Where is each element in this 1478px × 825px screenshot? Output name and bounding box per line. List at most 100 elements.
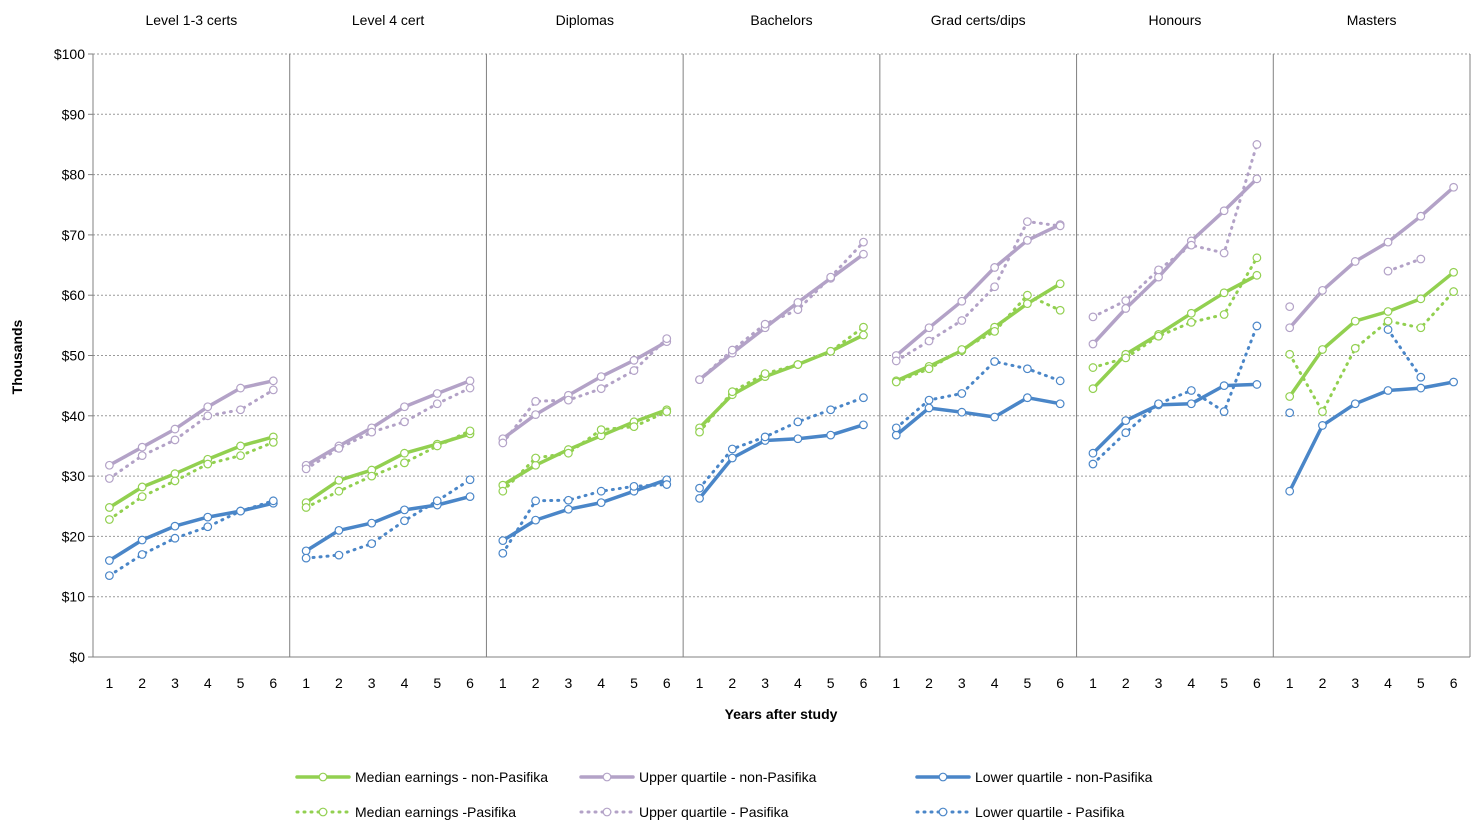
point-lower-quartile-pasifika bbox=[334, 550, 344, 560]
point-upper-quartile-non-pasifika bbox=[596, 372, 606, 382]
point-upper-quartile-pasifika bbox=[170, 435, 180, 445]
point-median-pasifika bbox=[891, 377, 901, 387]
panel: Grad certs/dips 1 2 3 4 5 6 bbox=[891, 12, 1065, 691]
x-tick-label: 3 bbox=[761, 675, 769, 691]
point-upper-quartile-pasifika bbox=[137, 451, 147, 460]
x-tick-label: 3 bbox=[1155, 675, 1163, 691]
point-median-pasifika bbox=[1154, 331, 1163, 341]
x-tick-label: 2 bbox=[1319, 675, 1327, 691]
panel: Bachelors 1 2 3 4 5 6 bbox=[695, 12, 868, 691]
point-lower-quartile-pasifika bbox=[531, 496, 541, 506]
x-tick-label: 2 bbox=[925, 675, 933, 691]
point-upper-quartile-non-pasifika bbox=[170, 424, 180, 434]
point-median-pasifika bbox=[170, 476, 180, 486]
point-median-non-pasifika bbox=[1186, 308, 1196, 318]
point-upper-quartile-non-pasifika bbox=[268, 376, 278, 386]
series-line-lower-quartile-pasifika bbox=[894, 360, 1062, 430]
point-median-pasifika bbox=[400, 458, 409, 468]
y-tick-label: $80 bbox=[62, 167, 86, 183]
y-axis-label: Thousands bbox=[9, 319, 25, 394]
point-median-non-pasifika bbox=[1449, 267, 1459, 277]
point-lower-quartile-non-pasifika bbox=[301, 546, 311, 556]
point-lower-quartile-pasifika bbox=[1088, 459, 1098, 469]
series-line-lower-quartile-non-pasifika bbox=[107, 501, 276, 563]
series-line-median-non-pasifika bbox=[894, 281, 1062, 383]
point-lower-quartile-non-pasifika bbox=[1449, 377, 1459, 387]
point-median-pasifika bbox=[695, 427, 704, 437]
axes: $0 $10 $20 $30 $40 $50 $60 $70 $80 $90 $100 bbox=[54, 46, 1471, 665]
x-tick-label: 6 bbox=[1056, 675, 1064, 691]
point-upper-quartile-pasifika bbox=[826, 272, 836, 282]
point-upper-quartile-pasifika bbox=[859, 237, 868, 247]
point-median-non-pasifika bbox=[1350, 316, 1360, 326]
legend-label: Upper quartile - Pasifika bbox=[639, 804, 789, 820]
legend-entry: Median earnings -Pasifika bbox=[295, 804, 516, 820]
point-upper-quartile-pasifika bbox=[334, 443, 344, 453]
point-lower-quartile-non-pasifika bbox=[793, 434, 803, 444]
point-upper-quartile-pasifika bbox=[301, 464, 311, 474]
point-upper-quartile-non-pasifika bbox=[859, 249, 868, 259]
legend-marker bbox=[602, 772, 612, 782]
point-lower-quartile-pasifika bbox=[236, 506, 245, 516]
point-lower-quartile-pasifika bbox=[1022, 364, 1032, 374]
point-upper-quartile-non-pasifika bbox=[236, 383, 245, 393]
point-upper-quartile-pasifika bbox=[1121, 296, 1131, 306]
y-tick-label: $90 bbox=[62, 106, 86, 122]
point-upper-quartile-pasifika bbox=[563, 395, 573, 405]
point-upper-quartile-non-pasifika bbox=[924, 323, 934, 333]
point-upper-quartile-pasifika bbox=[203, 411, 213, 421]
point-upper-quartile-pasifika bbox=[629, 366, 639, 375]
point-lower-quartile-pasifika bbox=[104, 571, 114, 580]
point-lower-quartile-non-pasifika bbox=[596, 498, 606, 508]
point-upper-quartile-pasifika bbox=[990, 282, 1000, 292]
point-lower-quartile-pasifika bbox=[1186, 386, 1196, 395]
x-tick-label: 3 bbox=[171, 675, 179, 691]
point-median-non-pasifika bbox=[1022, 299, 1032, 309]
point-lower-quartile-non-pasifika bbox=[563, 504, 573, 514]
point-median-pasifika bbox=[1186, 317, 1196, 327]
panel-title: Diplomas bbox=[556, 12, 614, 28]
point-median-pasifika bbox=[1285, 349, 1295, 359]
point-median-non-pasifika bbox=[170, 469, 180, 479]
point-lower-quartile-pasifika bbox=[957, 389, 967, 398]
point-median-non-pasifika bbox=[1088, 384, 1098, 394]
point-upper-quartile-pasifika bbox=[432, 399, 442, 409]
point-lower-quartile-pasifika bbox=[662, 480, 672, 489]
point-lower-quartile-non-pasifika bbox=[1186, 399, 1196, 409]
y-tick-label: $50 bbox=[62, 348, 86, 364]
point-median-pasifika bbox=[1088, 363, 1098, 372]
point-median-pasifika bbox=[203, 459, 213, 469]
point-lower-quartile-pasifika bbox=[859, 393, 868, 403]
point-median-non-pasifika bbox=[236, 441, 245, 451]
point-median-non-pasifika bbox=[400, 448, 409, 458]
x-tick-label: 2 bbox=[532, 675, 540, 691]
point-median-pasifika bbox=[334, 486, 344, 496]
x-axis-label: Years after study bbox=[725, 706, 838, 722]
point-lower-quartile-pasifika bbox=[1383, 325, 1393, 334]
x-tick-label: 2 bbox=[728, 675, 736, 691]
point-lower-quartile-non-pasifika bbox=[104, 556, 114, 565]
point-median-pasifika bbox=[301, 503, 311, 512]
point-upper-quartile-pasifika bbox=[596, 384, 606, 394]
panel: Level 4 cert 1 2 3 4 5 6 bbox=[301, 12, 475, 691]
point-upper-quartile-pasifika bbox=[531, 396, 541, 406]
legend-entry: Upper quartile - non-Pasifika bbox=[579, 769, 817, 785]
point-upper-quartile-pasifika bbox=[367, 427, 377, 437]
point-upper-quartile-non-pasifika bbox=[990, 263, 1000, 272]
x-tick-label: 6 bbox=[860, 675, 868, 691]
point-lower-quartile-pasifika bbox=[1252, 321, 1262, 331]
series-line-upper-quartile-non-pasifika bbox=[304, 379, 472, 467]
point-lower-quartile-pasifika bbox=[367, 539, 377, 549]
point-upper-quartile-pasifika bbox=[695, 375, 704, 385]
series-line-median-pasifika bbox=[894, 293, 1062, 384]
point-median-non-pasifika bbox=[1219, 288, 1229, 298]
point-median-pasifika bbox=[924, 364, 934, 374]
point-lower-quartile-non-pasifika bbox=[891, 430, 901, 440]
panel-title: Level 4 cert bbox=[352, 12, 424, 28]
point-upper-quartile-non-pasifika bbox=[1350, 257, 1360, 266]
y-tick-label: $0 bbox=[69, 649, 85, 665]
point-lower-quartile-non-pasifika bbox=[1055, 399, 1065, 409]
x-tick-label: 5 bbox=[1417, 675, 1425, 691]
point-upper-quartile-pasifika bbox=[400, 417, 409, 427]
point-lower-quartile-pasifika bbox=[596, 486, 606, 496]
